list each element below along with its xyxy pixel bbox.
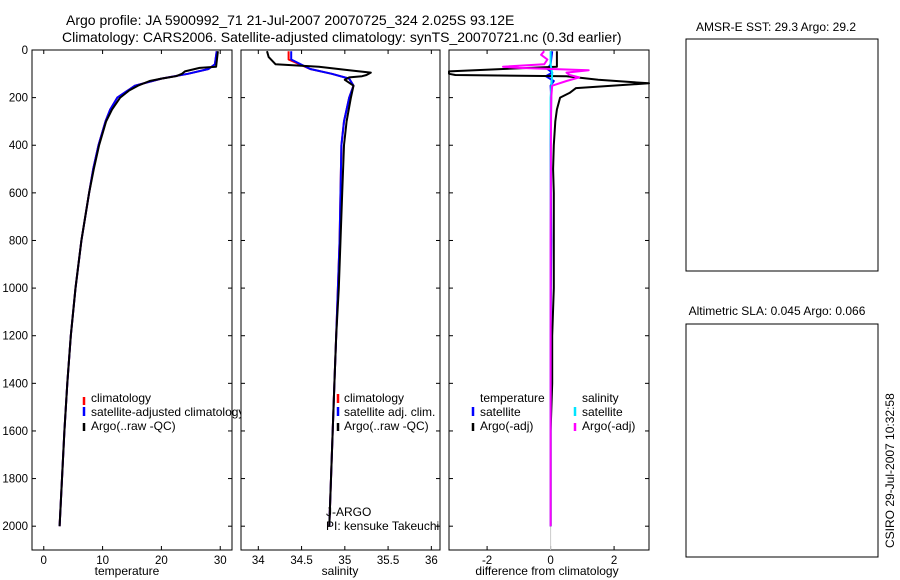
depth-ytick-label: 1400	[2, 378, 28, 390]
depth-ytick-label: 200	[9, 93, 28, 105]
difference-axes-frame	[448, 49, 650, 551]
sla-map-frame	[685, 323, 879, 558]
depth-ytick-label: 400	[9, 140, 28, 152]
depth-ytick-label: 1800	[2, 474, 28, 486]
difference-xlabel: difference from climatology	[475, 564, 618, 578]
salinity-legend: climatology satellite adj. clim. Argo(..…	[336, 391, 435, 433]
temperature-legend: climatology satellite-adjusted climatolo…	[82, 391, 244, 433]
title-line-1: Argo profile: JA 5900992_71 21-Jul-2007 …	[66, 12, 514, 28]
salinity-xtick-label: 35.5	[377, 555, 399, 567]
salinity-legend-satellite: satellite adj. clim.	[344, 405, 435, 419]
temperature-series-argo-raw-qc-	[58, 51, 219, 527]
depth-ytick-label: 1600	[2, 426, 28, 438]
sst-map-title: AMSR-E SST: 29.3 Argo: 29.2	[696, 20, 856, 34]
temperature-xtick-label: 30	[214, 555, 227, 567]
temperature-xlabel: temperature	[95, 564, 160, 578]
salinity-xtick-label: 36	[425, 555, 438, 567]
salinity-xtick-label: 34.5	[290, 555, 312, 567]
difference-xtick-label: 2	[611, 555, 617, 567]
temperature-legend-satellite: satellite-adjusted climatology	[91, 405, 244, 419]
temperature-axes-frame	[31, 49, 233, 551]
difference-legend: temperature satellite Argo(-adj) salinit…	[471, 391, 635, 433]
csiro-timestamp: CSIRO 29-Jul-2007 10:32:58	[883, 393, 897, 548]
temperature-xtick-label: 20	[155, 555, 168, 567]
temperature-xtick-label: 0	[41, 555, 47, 567]
difference-legend-temperature-heading: temperature	[480, 391, 545, 405]
salinity-axes-frame	[240, 49, 441, 551]
depth-ytick-label: 2000	[2, 521, 28, 533]
temperature-legend-argo: Argo(..raw -QC)	[91, 419, 176, 433]
temperature-legend-climatology: climatology	[91, 391, 151, 405]
depth-ytick-label: 800	[9, 235, 28, 247]
title-line-2: Climatology: CARS2006. Satellite-adjuste…	[62, 29, 622, 45]
sla-map-title: Altimetric SLA: 0.045 Argo: 0.066	[689, 304, 866, 318]
temperature-panel: 0 10 20 30 0 200 400 600 800 1000 1200 1400 1600 1800…	[2, 45, 244, 578]
difference-xtick-label: 0	[547, 555, 553, 567]
temperature-xtick-label: 10	[96, 555, 109, 567]
salinity-xlabel: salinity	[322, 564, 359, 578]
salinity-legend-argo: Argo(..raw -QC)	[344, 419, 429, 433]
salinity-annotation-pi: PI: kensuke Takeuchi	[326, 519, 439, 533]
difference-legend-temp-satellite: satellite	[480, 405, 521, 419]
sst-map-frame	[685, 38, 879, 272]
difference-legend-sal-argo: Argo(-adj)	[582, 419, 635, 433]
depth-ytick-label: 1000	[2, 283, 28, 295]
difference-panel: -2 0 2 difference from climatology tempera…	[448, 49, 650, 578]
salinity-annotation-program: J-ARGO	[326, 505, 371, 519]
salinity-legend-climatology: climatology	[344, 391, 404, 405]
sla-map: Altimetric SLA: 0.045 Argo: 0.066	[685, 304, 879, 558]
depth-ytick-label: 0	[22, 45, 28, 57]
salinity-panel: 34 34.5 35 35.5 36 salinity climatology sate…	[240, 49, 441, 578]
difference-legend-temp-argo: Argo(-adj)	[480, 419, 533, 433]
difference-legend-sal-satellite: satellite	[582, 405, 623, 419]
depth-ytick-label: 600	[9, 188, 28, 200]
difference-legend-salinity-heading: salinity	[582, 391, 619, 405]
salinity-series-argo-raw-qc-	[266, 50, 372, 527]
difference-series-salinity-argo-adj-	[502, 50, 590, 527]
depth-ytick-label: 1200	[2, 331, 28, 343]
difference-xtick-label: -2	[482, 555, 492, 567]
salinity-xtick-label: 35	[338, 555, 351, 567]
sst-map: AMSR-E SST: 29.3 Argo: 29.2	[685, 20, 879, 272]
difference-series-temperature-argo-adj-	[448, 51, 650, 527]
salinity-xtick-label: 34	[252, 555, 265, 567]
